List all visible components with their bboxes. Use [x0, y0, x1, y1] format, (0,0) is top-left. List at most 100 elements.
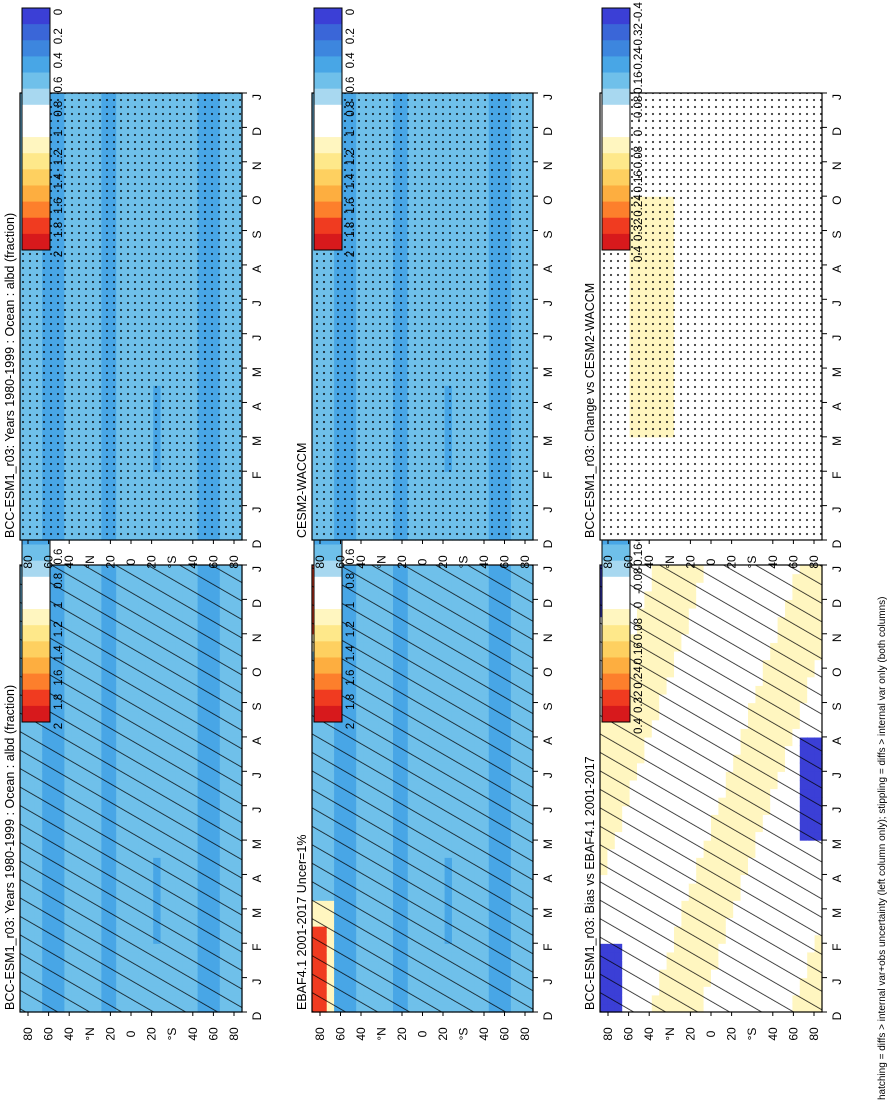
- colorbar-label: 2: [53, 251, 65, 257]
- colorbar-label: 0.6: [345, 549, 357, 565]
- x-tick-label: J: [541, 807, 555, 813]
- colorbar-swatch: [22, 560, 50, 578]
- y-tick-label: 80: [313, 1027, 327, 1041]
- x-tick-label: M: [541, 908, 555, 918]
- x-tick-label: S: [541, 703, 555, 711]
- colorbar-label: 0.4: [53, 52, 65, 69]
- x-tick-label: D: [541, 599, 555, 608]
- y-tick-label: 0: [124, 558, 138, 565]
- y-tick-label: 60: [334, 1027, 348, 1041]
- colorbar-swatch: [314, 625, 342, 642]
- x-tick-label: J: [541, 772, 555, 778]
- colorbar-label: 1.2: [53, 149, 65, 165]
- y-tick-label: 40: [186, 555, 200, 569]
- colorbar-swatch: [22, 56, 50, 73]
- colorbar-label: 1.8: [345, 694, 357, 710]
- x-tick-label: J: [250, 566, 264, 572]
- y-tick-label: 60: [42, 555, 56, 569]
- x-tick-label: A: [250, 265, 264, 273]
- y-tick-label: °N: [375, 1027, 389, 1040]
- y-tick-label: 60: [206, 555, 220, 569]
- y-tick-label: 80: [227, 555, 241, 569]
- colorbar-swatch: [22, 24, 50, 41]
- y-tick-label: 40: [62, 555, 76, 569]
- y-tick-label: °S: [165, 556, 179, 569]
- y-tick-label: 0: [416, 1030, 430, 1037]
- y-tick-label: 20: [145, 555, 159, 569]
- colorbar-label: 1.4: [345, 645, 357, 662]
- y-tick-label: 40: [477, 1027, 491, 1041]
- x-tick-label: O: [250, 195, 264, 204]
- x-tick-label: J: [250, 807, 264, 813]
- x-tick-label: J: [250, 335, 264, 341]
- y-tick-label: 60: [206, 1027, 220, 1041]
- colorbar-label: 1: [53, 602, 65, 608]
- colorbar-label: 1: [345, 602, 357, 608]
- x-tick-label: O: [250, 667, 264, 676]
- colorbar-swatch: [314, 609, 342, 626]
- x-tick-label: J: [541, 566, 555, 572]
- y-tick-label: 20: [436, 1027, 450, 1041]
- colorbar-swatch: [22, 544, 50, 562]
- x-tick-label: J: [541, 979, 555, 985]
- colorbar-swatch: [22, 705, 50, 723]
- x-tick-label: M: [250, 908, 264, 918]
- colorbar-label: 2: [345, 723, 357, 729]
- x-tick-label: O: [541, 667, 555, 676]
- colorbar-swatch: [22, 72, 50, 90]
- colorbar-swatch: [314, 544, 342, 562]
- colorbar-label: 1.8: [53, 222, 65, 238]
- x-tick-label: D: [541, 1011, 555, 1020]
- colorbar-label: 0: [53, 9, 65, 15]
- colorbar-swatch: [22, 641, 50, 658]
- y-tick-label: °S: [165, 1028, 179, 1041]
- colorbar-label: 1.6: [53, 670, 65, 686]
- colorbar-swatch: [22, 217, 50, 235]
- colorbar-swatch: [22, 153, 50, 170]
- colorbar-swatch: [22, 657, 50, 674]
- colorbar-label: 0.8: [53, 101, 65, 117]
- y-tick-label: 60: [42, 1027, 56, 1041]
- colorbar-swatch: [22, 576, 50, 594]
- x-tick-label: A: [250, 402, 264, 410]
- x-tick-label: J: [250, 772, 264, 778]
- colorbar-swatch: [22, 40, 50, 57]
- y-tick-label: 20: [145, 1027, 159, 1041]
- colorbar: 21.81.61.41.210.80.60.40.20: [21, 7, 65, 257]
- colorbar-swatch: [22, 169, 50, 186]
- colorbar-label: 1: [53, 130, 65, 136]
- colorbar-swatch: [22, 609, 50, 626]
- x-tick-label: M: [250, 436, 264, 446]
- x-tick-label: F: [250, 472, 264, 479]
- colorbar-swatch: [22, 673, 50, 691]
- x-tick-label: F: [250, 944, 264, 951]
- colorbar-label: 1.6: [53, 198, 65, 214]
- y-tick-label: °N: [83, 1027, 97, 1040]
- y-tick-label: 20: [395, 1027, 409, 1041]
- colorbar-label: 0.6: [53, 549, 65, 565]
- x-tick-label: N: [541, 633, 555, 642]
- y-tick-label: 80: [518, 1027, 532, 1041]
- colorbar-swatch: [314, 576, 342, 594]
- hatching-overlay: [20, 565, 242, 1012]
- colorbar-label: 0.2: [53, 28, 65, 44]
- colorbar-label: 1.4: [53, 645, 65, 662]
- y-tick-label: °S: [457, 1028, 471, 1041]
- colorbar-swatch: [314, 641, 342, 658]
- colorbar-label: 1.2: [53, 621, 65, 637]
- y-tick-label: 80: [21, 555, 35, 569]
- y-tick-label: 20: [103, 555, 117, 569]
- colorbar-label: 0.6: [53, 77, 65, 93]
- y-tick-label: 20: [103, 1027, 117, 1041]
- x-tick-label: M: [250, 839, 264, 849]
- x-tick-label: J: [250, 300, 264, 306]
- colorbar-swatch: [314, 592, 342, 610]
- x-tick-label: M: [250, 367, 264, 377]
- panel-title: BCC-ESM1_r03: Years 1980-1999 : Ocean : …: [3, 213, 17, 538]
- x-tick-label: J: [250, 507, 264, 513]
- y-tick-label: °N: [83, 555, 97, 568]
